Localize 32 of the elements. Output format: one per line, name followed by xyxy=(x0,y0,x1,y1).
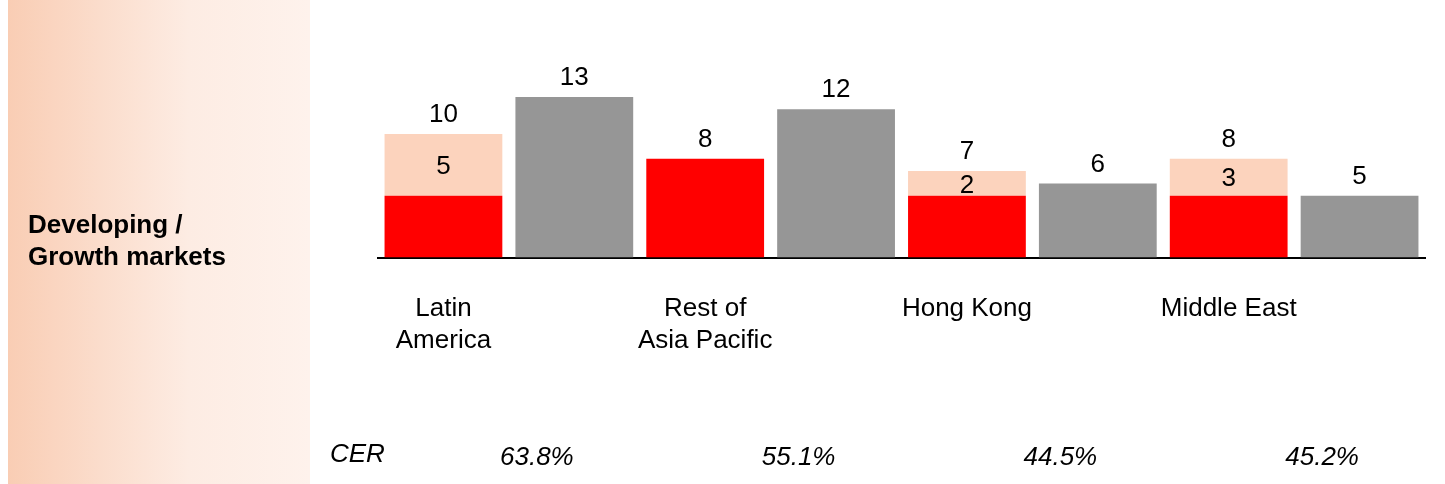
total-label: 7 xyxy=(959,135,975,166)
bar xyxy=(908,171,1026,196)
data-label: 5 xyxy=(1352,159,1367,190)
text: Developing / Growth markets xyxy=(28,208,226,272)
x-tick-label: Hong Kong xyxy=(901,292,1032,323)
text: 44.5% xyxy=(1023,441,1098,472)
bar xyxy=(1169,158,1288,196)
data-label: 6 xyxy=(1090,147,1106,178)
text: 55.1% xyxy=(761,441,836,472)
data-label: 13 xyxy=(559,61,589,92)
bar xyxy=(1300,195,1419,258)
x-tick-label: Rest of Asia Pacific xyxy=(637,292,773,354)
bar xyxy=(1169,195,1288,258)
bar xyxy=(1038,183,1157,258)
bar xyxy=(777,109,895,258)
bar xyxy=(646,158,765,258)
data-label: 2 xyxy=(959,168,975,199)
text: 63.8% xyxy=(500,441,574,472)
data-label: 12 xyxy=(821,73,851,104)
text: 45.2% xyxy=(1285,441,1359,472)
data-label: 5 xyxy=(436,150,451,181)
total-label: 10 xyxy=(428,98,458,129)
bar xyxy=(384,195,503,258)
bar xyxy=(515,96,634,258)
x-tick-label: Latin America xyxy=(395,292,492,354)
total-label: 8 xyxy=(1221,122,1236,153)
bar xyxy=(384,134,503,196)
bar xyxy=(908,195,1026,258)
data-label: 3 xyxy=(1221,162,1236,193)
x-tick-label: Middle East xyxy=(1160,292,1298,323)
text: CER xyxy=(330,438,385,469)
data-label: 8 xyxy=(697,122,713,153)
